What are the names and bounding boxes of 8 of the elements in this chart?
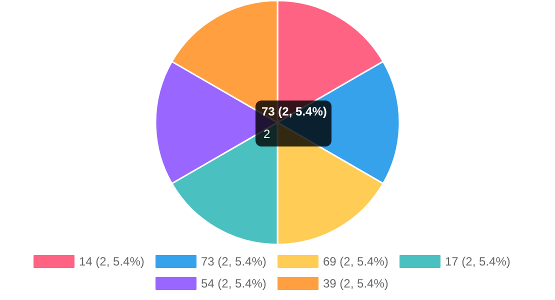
- legend-label: 17 (2, 5.4%): [445, 254, 510, 268]
- text: 73 (2, 5.4%): [262, 104, 327, 118]
- legend-label: 73 (2, 5.4%): [201, 254, 266, 268]
- legend-label: 54 (2, 5.4%): [201, 276, 266, 290]
- legend-label: 39 (2, 5.4%): [323, 276, 388, 290]
- text: 2: [264, 127, 270, 141]
- legend-label: 14 (2, 5.4%): [79, 254, 144, 268]
- legend-label: 69 (2, 5.4%): [323, 254, 388, 268]
